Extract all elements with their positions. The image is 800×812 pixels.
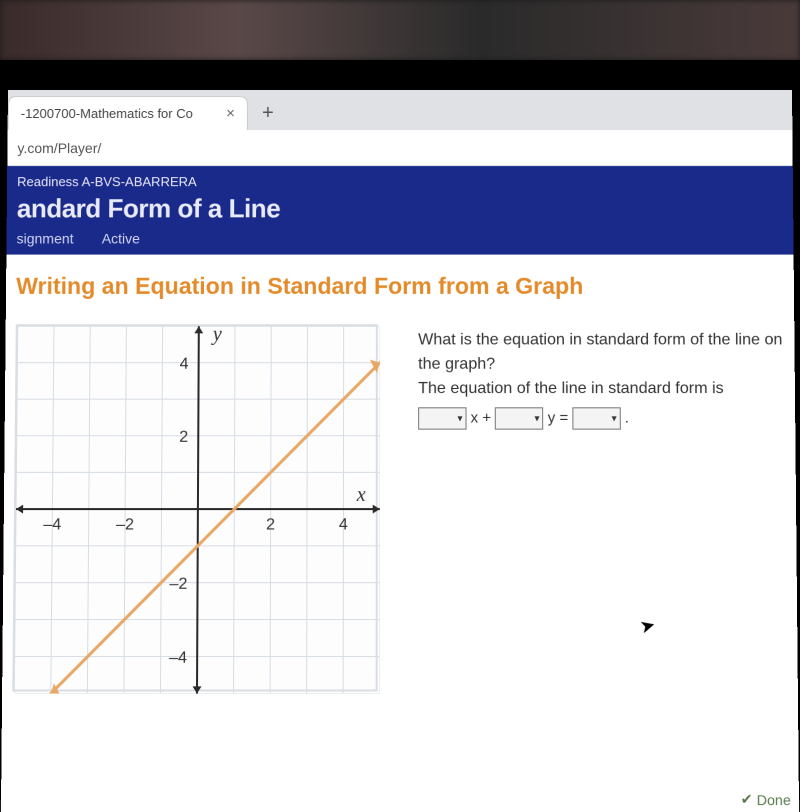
svg-text:–4: –4 bbox=[43, 516, 61, 533]
x-plus: x + bbox=[471, 407, 492, 430]
done-label: Done bbox=[757, 791, 791, 808]
browser-tab[interactable]: -1200700-Mathematics for Co × bbox=[8, 96, 248, 130]
monitor-bezel: -1200700-Mathematics for Co × + y.com/Pl… bbox=[0, 60, 800, 800]
question-title: Writing an Equation in Standard Form fro… bbox=[16, 273, 784, 300]
svg-text:–4: –4 bbox=[169, 649, 187, 666]
course-name: Readiness A-BVS-ABARRERA bbox=[17, 174, 783, 193]
prompt-line-2: The equation of the line in standard for… bbox=[418, 377, 785, 401]
question-text: What is the equation in standard form of… bbox=[418, 324, 785, 430]
screen: -1200700-Mathematics for Co × + y.com/Pl… bbox=[1, 90, 799, 812]
svg-text:y: y bbox=[211, 326, 222, 345]
graph: –4 –2 2 4 4 2 –2 –4 y x bbox=[12, 324, 378, 691]
svg-text:–2: –2 bbox=[169, 576, 187, 593]
coef-x-select[interactable] bbox=[418, 408, 466, 430]
browser-tab-strip: -1200700-Mathematics for Co × + bbox=[8, 90, 793, 130]
svg-text:2: 2 bbox=[266, 516, 275, 533]
two-column-layout: –4 –2 2 4 4 2 –2 –4 y x What is the equation in s… bbox=[12, 324, 787, 691]
svg-text:x: x bbox=[356, 484, 366, 506]
url-bar[interactable]: y.com/Player/ bbox=[7, 130, 792, 166]
period: . bbox=[625, 407, 629, 430]
close-icon[interactable]: × bbox=[226, 105, 235, 122]
prompt-line-1: What is the equation in standard form of… bbox=[418, 328, 785, 377]
tab-title: -1200700-Mathematics for Co bbox=[21, 106, 193, 121]
svg-text:2: 2 bbox=[179, 429, 188, 446]
graph-svg: –4 –2 2 4 4 2 –2 –4 y x bbox=[14, 326, 380, 693]
coef-y-select[interactable] bbox=[495, 408, 543, 430]
nav-active[interactable]: Active bbox=[102, 230, 140, 246]
nav-assignment[interactable]: signment bbox=[17, 230, 74, 246]
svg-text:–2: –2 bbox=[116, 516, 134, 533]
course-banner: Readiness A-BVS-ABARRERA andard Form of … bbox=[6, 166, 793, 254]
new-tab-button[interactable]: + bbox=[254, 99, 282, 127]
check-icon: ✔ bbox=[741, 791, 753, 809]
topic-title: andard Form of a Line bbox=[17, 193, 784, 230]
svg-text:4: 4 bbox=[339, 516, 348, 533]
y-equals: y = bbox=[548, 407, 569, 430]
content-area: Writing an Equation in Standard Form fro… bbox=[2, 255, 798, 710]
background-blur bbox=[0, 0, 800, 60]
sub-nav: signment Active bbox=[16, 230, 783, 254]
constant-select[interactable] bbox=[572, 408, 621, 430]
done-button[interactable]: ✔ Done bbox=[741, 791, 791, 809]
url-text: y.com/Player/ bbox=[17, 140, 101, 156]
equation-row: x + y = . bbox=[418, 407, 785, 430]
svg-text:4: 4 bbox=[180, 356, 189, 373]
